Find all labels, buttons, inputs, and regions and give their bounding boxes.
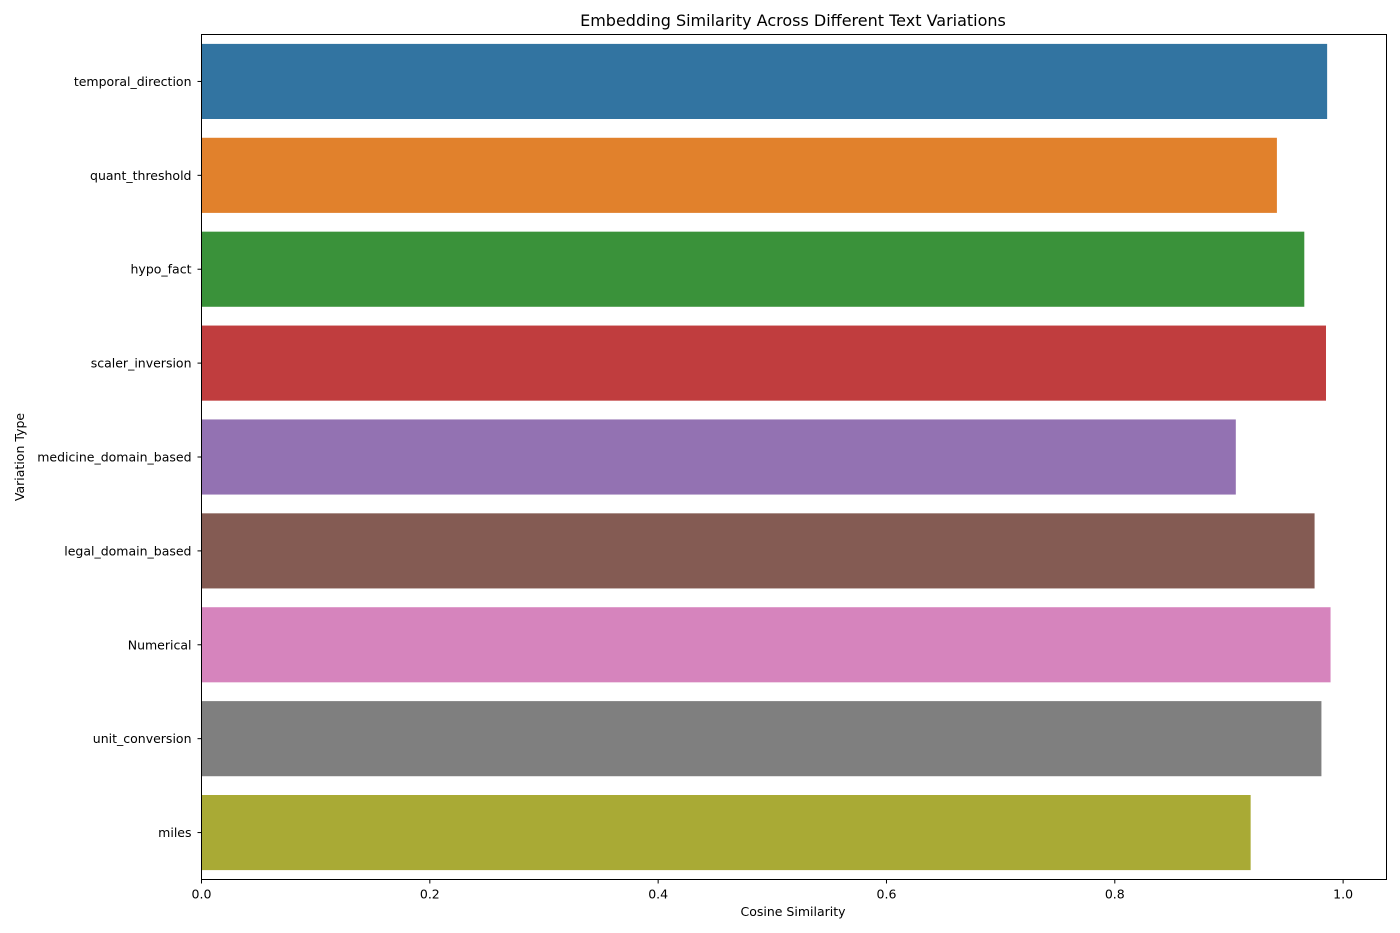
y-tick-layer: temporal_direction quant_threshold hypo_fa… (37, 74, 202, 840)
x-tick-label: 0.0 (192, 887, 212, 902)
y-tick-label: temporal_direction (74, 74, 192, 89)
bar-miles (201, 795, 1251, 871)
bar-unit_conversion (201, 701, 1322, 777)
y-tick-label: legal_domain_based (64, 543, 191, 558)
y-tick-label: quant_threshold (90, 168, 191, 183)
y-tick-label: miles (158, 825, 191, 840)
y-tick-label: Numerical (128, 637, 192, 652)
x-tick-label: 0.8 (1105, 887, 1125, 902)
chart-title: Embedding Similarity Across Different Te… (580, 11, 1006, 30)
bar-legal_domain_based (201, 513, 1315, 589)
bar-hypo_fact (201, 231, 1305, 307)
plot-frame (201, 34, 1387, 880)
bar-quant_threshold (201, 137, 1277, 213)
y-tick-label: hypo_fact (131, 262, 192, 277)
y-axis-label: Variation Type (12, 413, 27, 501)
x-tick-label: 0.4 (648, 887, 668, 902)
x-tick-label: 0.6 (877, 887, 897, 902)
bar-scaler_inversion (201, 325, 1326, 401)
bars-layer (201, 43, 1331, 871)
x-axis-label: Cosine Similarity (740, 904, 846, 919)
bar-Numerical (201, 607, 1331, 683)
y-tick-label: medicine_domain_based (37, 450, 191, 465)
y-tick-label: scaler_inversion (91, 356, 192, 371)
y-tick-label: unit_conversion (93, 731, 192, 746)
bar-medicine_domain_based (201, 419, 1236, 495)
x-tick-label: 0.2 (420, 887, 440, 902)
x-tick-layer: 0.0 0.2 0.4 0.6 0.8 1.0 (192, 879, 1353, 902)
x-tick-label: 1.0 (1333, 887, 1353, 902)
bar-temporal_direction (201, 43, 1328, 120)
